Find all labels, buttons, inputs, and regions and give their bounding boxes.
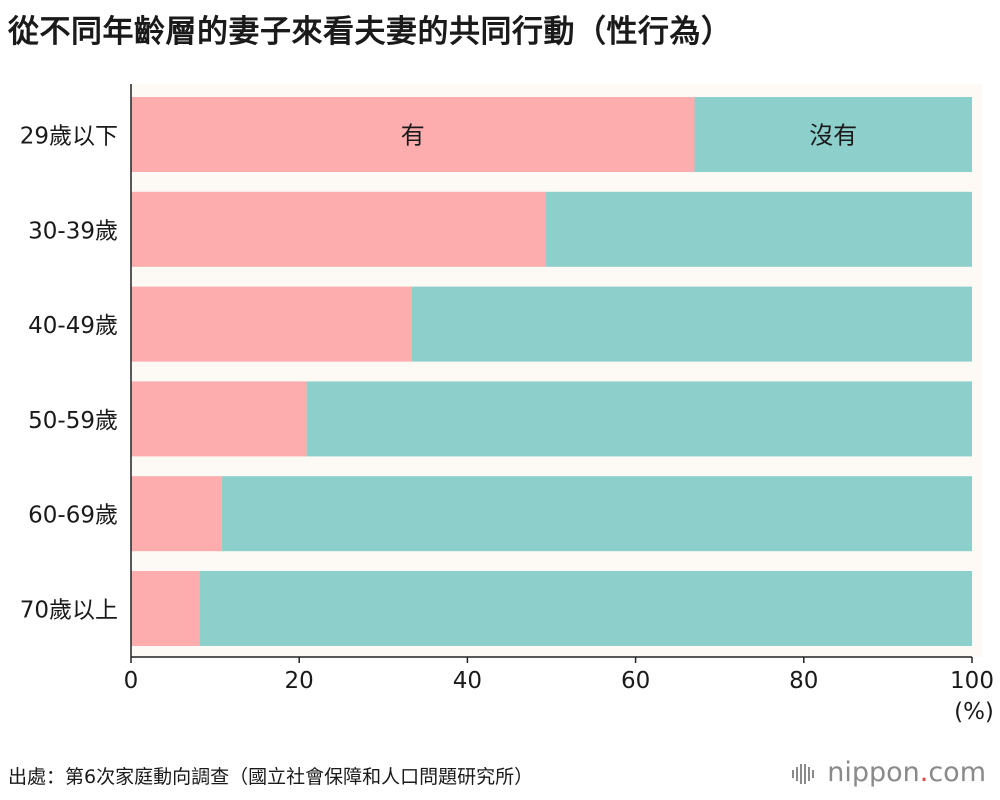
x-tick-label: 0 <box>124 668 139 694</box>
bar-yes-1 <box>131 191 546 267</box>
x-tick-label: 40 <box>453 668 482 694</box>
bar-no-0 <box>694 97 972 172</box>
logo-bars-icon <box>792 763 815 784</box>
logo-main-text: nippon <box>827 757 920 788</box>
x-tick-label: 20 <box>285 668 314 694</box>
category-label: 70歲以上 <box>20 598 118 624</box>
plot-background <box>131 84 982 657</box>
bar-yes-4 <box>131 476 222 552</box>
logo-dot-text: . <box>919 757 929 788</box>
source-note: 出處：第6次家庭動向調查（國立社會保障和人口問題研究所） <box>8 766 534 788</box>
bar-yes-0 <box>131 97 695 172</box>
stacked-bar-chart: 29歲以下 30-39歲 40-49歲 50-59歲 60-69歲 70歲以上 有 沒有 0 20… <box>20 84 994 725</box>
bar-no-3 <box>306 381 972 457</box>
bar-no-5 <box>199 571 972 646</box>
series-label-no: 沒有 <box>809 122 857 150</box>
x-tick-label: 100 <box>950 668 994 694</box>
bar-yes-3 <box>131 381 307 457</box>
logo-tld-text: com <box>928 757 986 788</box>
category-label: 30-39歲 <box>28 218 118 244</box>
category-label: 29歲以下 <box>20 124 118 150</box>
bar-no-2 <box>411 286 972 362</box>
bar-yes-2 <box>131 286 412 362</box>
category-label: 50-59歲 <box>28 408 118 434</box>
bar-no-4 <box>221 476 972 552</box>
series-label-yes: 有 <box>401 122 425 150</box>
nippon-logo: nippon.com <box>791 757 986 788</box>
bar-no-1 <box>545 191 972 267</box>
x-tick-label: 80 <box>789 668 818 694</box>
bar-yes-5 <box>131 571 200 646</box>
x-tick-label: 60 <box>621 668 650 694</box>
category-label: 60-69歲 <box>28 503 118 529</box>
category-label: 40-49歲 <box>28 313 118 339</box>
chart-title: 從不同年齡層的妻子來看夫妻的共同行動（性行為） <box>8 14 733 50</box>
x-unit-label: (%) <box>954 699 994 725</box>
